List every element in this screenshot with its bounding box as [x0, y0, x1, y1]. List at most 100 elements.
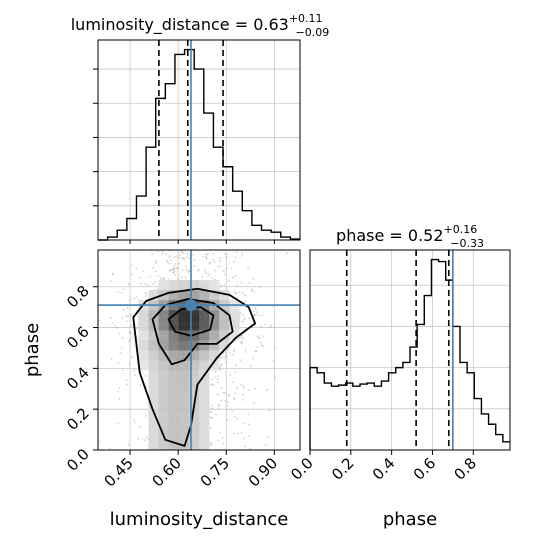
density-cell: [148, 360, 159, 371]
scatter-point: [221, 436, 224, 439]
scatter-point: [116, 326, 118, 329]
scatter-point: [219, 431, 222, 434]
scatter-point: [149, 275, 152, 278]
scatter-point: [252, 310, 255, 313]
scatter-point: [219, 260, 222, 262]
title-phase: phase = 0.52+0.16 −0.33: [336, 223, 484, 250]
scatter-point: [219, 257, 221, 260]
scatter-point: [244, 294, 247, 297]
scatter-point: [152, 266, 154, 269]
scatter-point: [218, 404, 221, 407]
density-cell: [199, 310, 210, 321]
scatter-point: [243, 422, 246, 425]
scatter-point: [145, 292, 148, 295]
scatter-point: [254, 350, 257, 353]
scatter-point: [140, 282, 142, 285]
scatter-point: [210, 443, 213, 445]
scatter-point: [110, 358, 113, 361]
scatter-point: [231, 354, 234, 356]
scatter-point: [211, 404, 214, 407]
scatter-point: [176, 267, 179, 269]
scatter-point: [258, 337, 261, 339]
density-cell: [188, 340, 200, 351]
scatter-point: [272, 360, 275, 363]
density-cell: [148, 400, 159, 411]
scatter-point: [154, 261, 157, 264]
scatter-point: [240, 335, 243, 337]
quantile-lines: [345, 250, 450, 450]
scatter-point: [212, 253, 215, 255]
density-cell: [148, 290, 159, 301]
density-cell: [188, 350, 200, 361]
scatter-point: [264, 443, 267, 446]
scatter-point: [262, 345, 265, 347]
scatter-point: [133, 369, 136, 372]
scatter-point: [231, 276, 234, 279]
scatter-point: [212, 259, 215, 261]
scatter-point: [133, 297, 136, 300]
scatter-point: [129, 331, 131, 334]
scatter-point: [192, 265, 195, 268]
scatter-point: [205, 272, 207, 275]
scatter-point: [118, 333, 121, 336]
panel-frame: [98, 40, 300, 240]
scatter-point: [128, 340, 131, 343]
scatter-point: [117, 362, 120, 364]
scatter-point: [144, 291, 147, 294]
density-cells: [138, 280, 240, 450]
scatter-point: [211, 383, 214, 386]
contour-lines: [132, 287, 257, 447]
density-cell: [199, 410, 210, 421]
scatter-point: [175, 255, 178, 258]
scatter-point: [268, 409, 271, 412]
scatter-point: [238, 291, 241, 294]
density-cell: [158, 310, 169, 321]
scatter-point: [230, 267, 233, 270]
density-cell: [138, 310, 149, 321]
scatter-point: [208, 262, 211, 265]
scatter-point: [209, 410, 212, 413]
scatter-point: [240, 383, 243, 386]
scatter-point: [109, 316, 112, 319]
scatter-point: [222, 442, 225, 445]
scatter-point: [121, 337, 124, 340]
scatter-point: [132, 418, 135, 421]
x-tick-label: 0.75: [197, 454, 233, 490]
scatter-point: [205, 257, 208, 259]
scatter-point: [87, 306, 89, 308]
scatter-point: [274, 376, 277, 379]
scatter-point: [209, 261, 211, 264]
scatter-point: [173, 265, 175, 268]
scatter-point: [235, 292, 238, 295]
scatter-point: [241, 320, 244, 323]
scatter-point: [222, 391, 225, 394]
density-cell: [148, 440, 159, 450]
scatter-point: [161, 250, 164, 253]
scatter-point: [224, 253, 226, 255]
scatter-point: [173, 270, 176, 273]
scatter-point: [172, 268, 175, 271]
scatter-point: [172, 272, 175, 274]
scatter-point: [240, 254, 243, 257]
scatter-point: [145, 385, 148, 388]
scatter-point: [182, 252, 185, 254]
scatter-point: [233, 432, 235, 435]
density-cell: [209, 330, 220, 341]
scatter-point: [259, 341, 262, 344]
scatter-point: [121, 369, 124, 372]
scatter-point: [121, 316, 124, 319]
scatter-point: [249, 364, 252, 367]
scatter-point: [233, 348, 236, 351]
scatter-point: [112, 272, 114, 275]
density-cell: [178, 410, 190, 421]
density-cell: [199, 440, 210, 450]
scatter-point: [253, 314, 256, 317]
scatter-point: [242, 387, 245, 389]
scatter-point: [226, 401, 229, 404]
scatter-point: [269, 324, 272, 327]
scatter-point: [242, 398, 244, 401]
scatter-point: [222, 270, 225, 273]
scatter-point: [130, 324, 133, 327]
density-cell: [138, 330, 149, 341]
scatter-point: [240, 432, 243, 434]
